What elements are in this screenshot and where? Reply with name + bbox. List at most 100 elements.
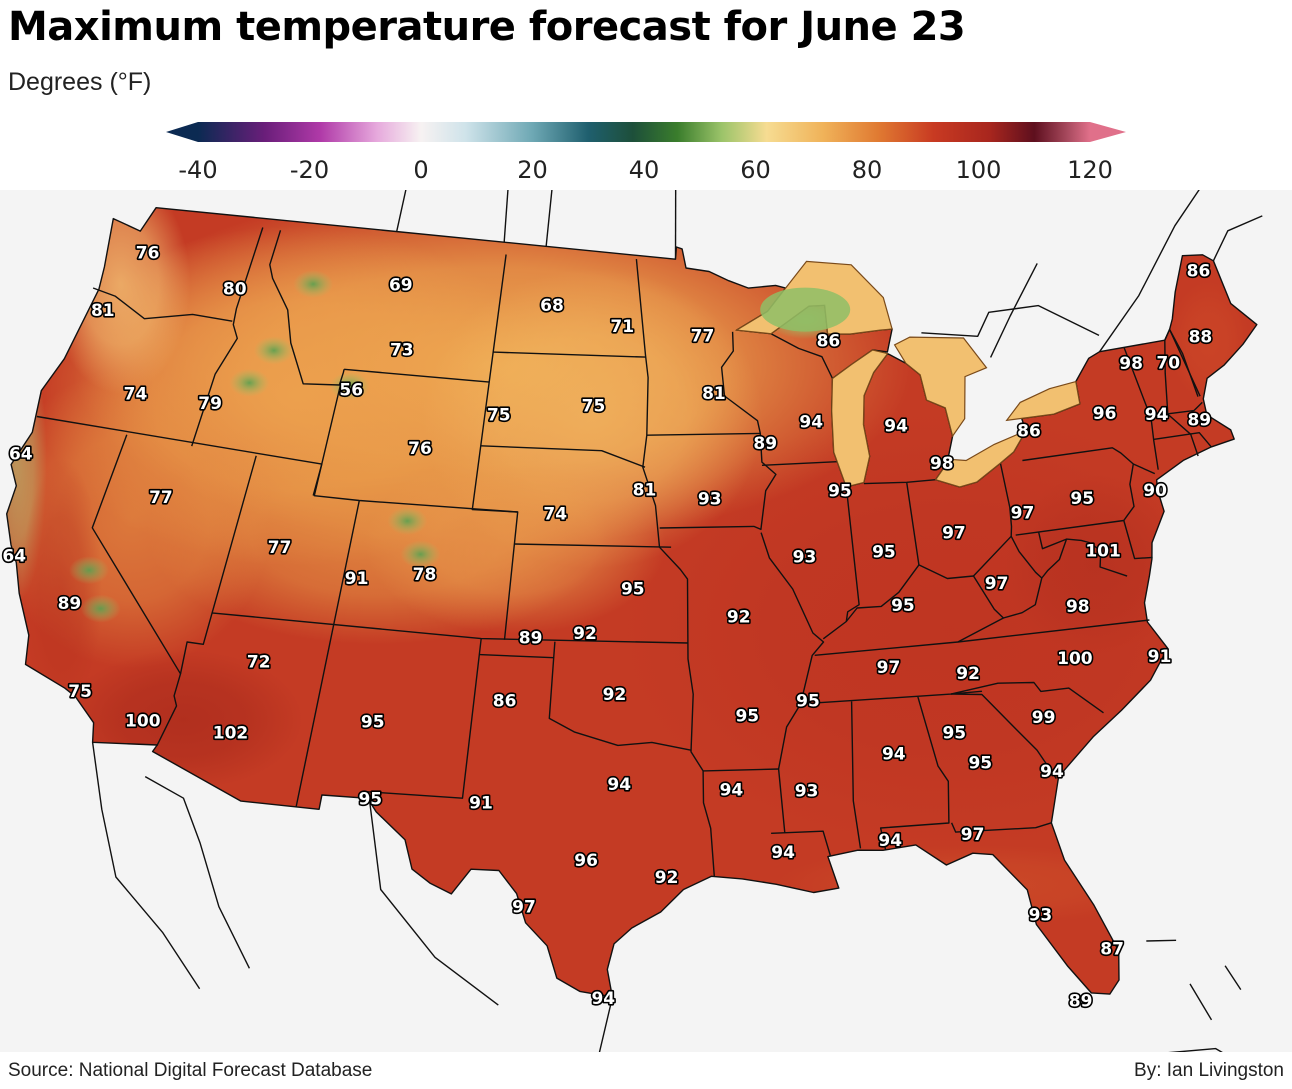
- lake-erie: [934, 429, 1028, 488]
- temperature-label: 86: [1187, 262, 1211, 282]
- state-border-line: [313, 384, 518, 513]
- color-legend: -40 -20 0 20 40 60 80 100 120: [166, 122, 1126, 184]
- temperature-label: 91: [345, 569, 369, 589]
- state-border-line: [211, 612, 688, 644]
- state-border-line: [822, 486, 860, 640]
- temperature-label: 95: [968, 753, 992, 773]
- temperature-label: 95: [358, 790, 382, 810]
- temperature-label: 87: [1100, 940, 1124, 960]
- state-border-line: [92, 287, 233, 322]
- state-border-line: [480, 445, 646, 468]
- temperature-label: 71: [610, 317, 634, 337]
- temperature-label: 94: [884, 416, 908, 436]
- temperature-label: 68: [540, 296, 564, 316]
- temperature-label: 100: [1057, 649, 1093, 669]
- state-border-line: [659, 331, 777, 531]
- temperature-label: 95: [872, 543, 896, 563]
- temperature-label: 92: [727, 608, 751, 628]
- neighbor-line: [1212, 215, 1263, 262]
- temperature-label: 56: [339, 381, 363, 401]
- legend-tick-label: 100: [956, 156, 1002, 184]
- temperature-label: 81: [633, 481, 657, 501]
- temperature-label: 72: [247, 652, 271, 672]
- neighbor-line: [502, 190, 509, 255]
- temperature-label: 75: [487, 406, 511, 426]
- temperature-label: 77: [268, 538, 292, 558]
- state-border-line: [312, 463, 323, 496]
- legend-tick-label: 0: [413, 156, 428, 184]
- temperature-label: 95: [796, 692, 820, 712]
- temperature-label: 93: [795, 781, 819, 801]
- temperature-label: 73: [390, 340, 414, 360]
- neighbor-borders: [91, 190, 1263, 1052]
- neighbor-line: [369, 801, 499, 1006]
- temperature-label: 78: [413, 565, 437, 585]
- temperature-label: 97: [942, 524, 966, 544]
- temperature-label: 75: [582, 397, 606, 417]
- temperature-label: 74: [124, 384, 148, 404]
- temperature-label: 98: [930, 454, 954, 474]
- state-border-line: [1022, 447, 1135, 521]
- legend-tick-label: -20: [290, 156, 329, 184]
- neighbor-line: [91, 742, 201, 990]
- temperature-label: 95: [361, 712, 385, 732]
- state-border-line: [703, 768, 779, 772]
- temperature-label: 102: [213, 724, 249, 744]
- temperature-label: 93: [1029, 905, 1053, 925]
- temperature-label: 89: [753, 434, 777, 454]
- state-border-line: [179, 455, 257, 674]
- temperature-label: 93: [698, 490, 722, 510]
- temperature-label: 89: [519, 629, 543, 649]
- neighbor-line: [921, 304, 1100, 337]
- legend-tick-label: 120: [1067, 156, 1113, 184]
- state-border-line: [1123, 347, 1159, 470]
- legend-arrow-high: [1090, 122, 1126, 142]
- state-border-line: [950, 681, 1104, 714]
- lake-superior-cool: [760, 287, 851, 332]
- legend-arrow-low: [166, 122, 198, 142]
- temperature-label: 76: [136, 244, 160, 264]
- temperature-label: 90: [1143, 481, 1167, 501]
- neighbor-line: [1224, 965, 1242, 990]
- state-border-line: [814, 564, 1005, 656]
- temperature-label: 79: [198, 394, 222, 414]
- neighbor-line: [144, 775, 251, 969]
- byline: By: Ian Livingston: [1134, 1060, 1284, 1081]
- legend-tick-label: -40: [178, 156, 217, 184]
- temperature-label: 97: [961, 825, 985, 845]
- temperature-label: 94: [882, 744, 906, 764]
- state-border-line: [1038, 532, 1128, 577]
- state-border-line: [1015, 519, 1124, 536]
- state-border-line: [36, 415, 322, 465]
- lake-michigan: [831, 349, 889, 488]
- temperature-label: 98: [1066, 597, 1090, 617]
- temperature-label: 92: [573, 624, 597, 644]
- temperature-label: 91: [469, 793, 493, 813]
- temperature-label: 77: [149, 488, 173, 508]
- state-border-line: [863, 479, 936, 485]
- temperature-label: 99: [1032, 708, 1056, 728]
- state-border-line: [1164, 340, 1169, 414]
- temperature-label: 89: [1069, 992, 1093, 1012]
- temperature-label: 96: [574, 851, 598, 871]
- temperature-label: 94: [607, 775, 631, 795]
- temperature-label: 92: [956, 664, 980, 684]
- temperature-label: 86: [1017, 421, 1041, 441]
- state-border-line: [760, 532, 825, 833]
- temperature-label: 97: [877, 658, 901, 678]
- lake-ontario: [1005, 380, 1081, 422]
- state-border-line: [1133, 463, 1156, 475]
- temperature-label: 95: [621, 580, 645, 600]
- neighbor-line: [393, 190, 407, 246]
- temperature-label: 77: [691, 327, 715, 347]
- temperature-label: 94: [591, 989, 615, 1009]
- temperature-label: 92: [655, 868, 679, 888]
- temperature-label: 97: [985, 574, 1009, 594]
- state-border-line: [771, 830, 832, 857]
- lake-huron: [893, 336, 988, 438]
- temperature-label: 74: [543, 505, 567, 525]
- temperature-label: 64: [2, 547, 26, 567]
- temperature-label: 92: [603, 685, 627, 705]
- state-border-line: [635, 259, 715, 877]
